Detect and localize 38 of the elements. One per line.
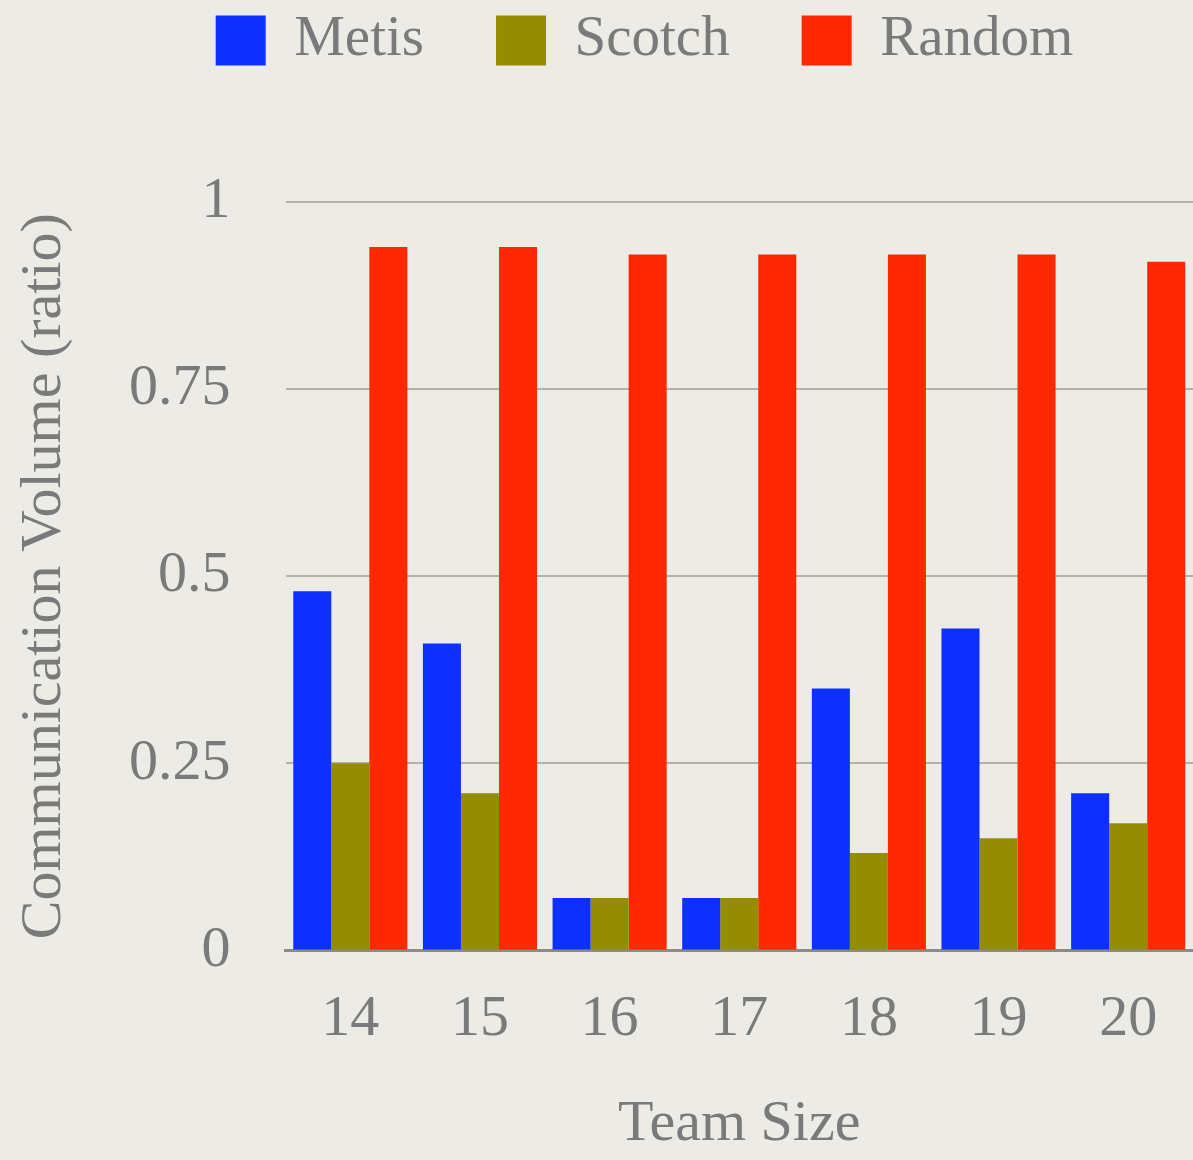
y-tick-label: 1 — [201, 165, 231, 231]
bar — [849, 853, 888, 950]
x-tick-label: 17 — [710, 983, 769, 1049]
bar — [293, 591, 332, 950]
x-tick-label: 19 — [969, 983, 1028, 1049]
legend-label: Random — [880, 4, 1074, 68]
x-tick-label: 16 — [580, 983, 639, 1049]
bar — [628, 254, 667, 950]
bar — [1017, 254, 1056, 950]
bar — [979, 838, 1018, 950]
bar — [498, 246, 538, 950]
bar — [887, 254, 926, 950]
bar — [1147, 261, 1186, 950]
x-tick-label: 18 — [839, 983, 898, 1049]
bar — [552, 898, 591, 950]
y-tick-label: 0.25 — [129, 726, 231, 792]
x-tick-label: 14 — [321, 983, 380, 1049]
bar — [941, 628, 980, 950]
bar — [811, 688, 850, 950]
bar — [369, 246, 408, 950]
bar — [590, 898, 629, 950]
x-tick-label: 15 — [450, 983, 509, 1049]
x-axis-title: Team Size — [618, 1088, 861, 1154]
x-tick-label: 20 — [1099, 983, 1158, 1049]
y-axis-title: Communication Volume (ratio) — [8, 213, 74, 940]
bar — [1071, 793, 1110, 950]
bar — [720, 898, 759, 950]
y-tick-label: 0 — [201, 913, 231, 979]
bar — [1109, 823, 1148, 950]
bar — [422, 643, 461, 950]
y-tick-label: 0.75 — [129, 352, 231, 418]
bar — [331, 763, 370, 950]
bar — [682, 898, 721, 950]
legend-label: Metis — [294, 4, 425, 68]
y-tick-label: 0.5 — [158, 539, 231, 605]
legend-label: Scotch — [574, 4, 730, 68]
bar — [460, 793, 499, 950]
bar — [758, 254, 797, 950]
